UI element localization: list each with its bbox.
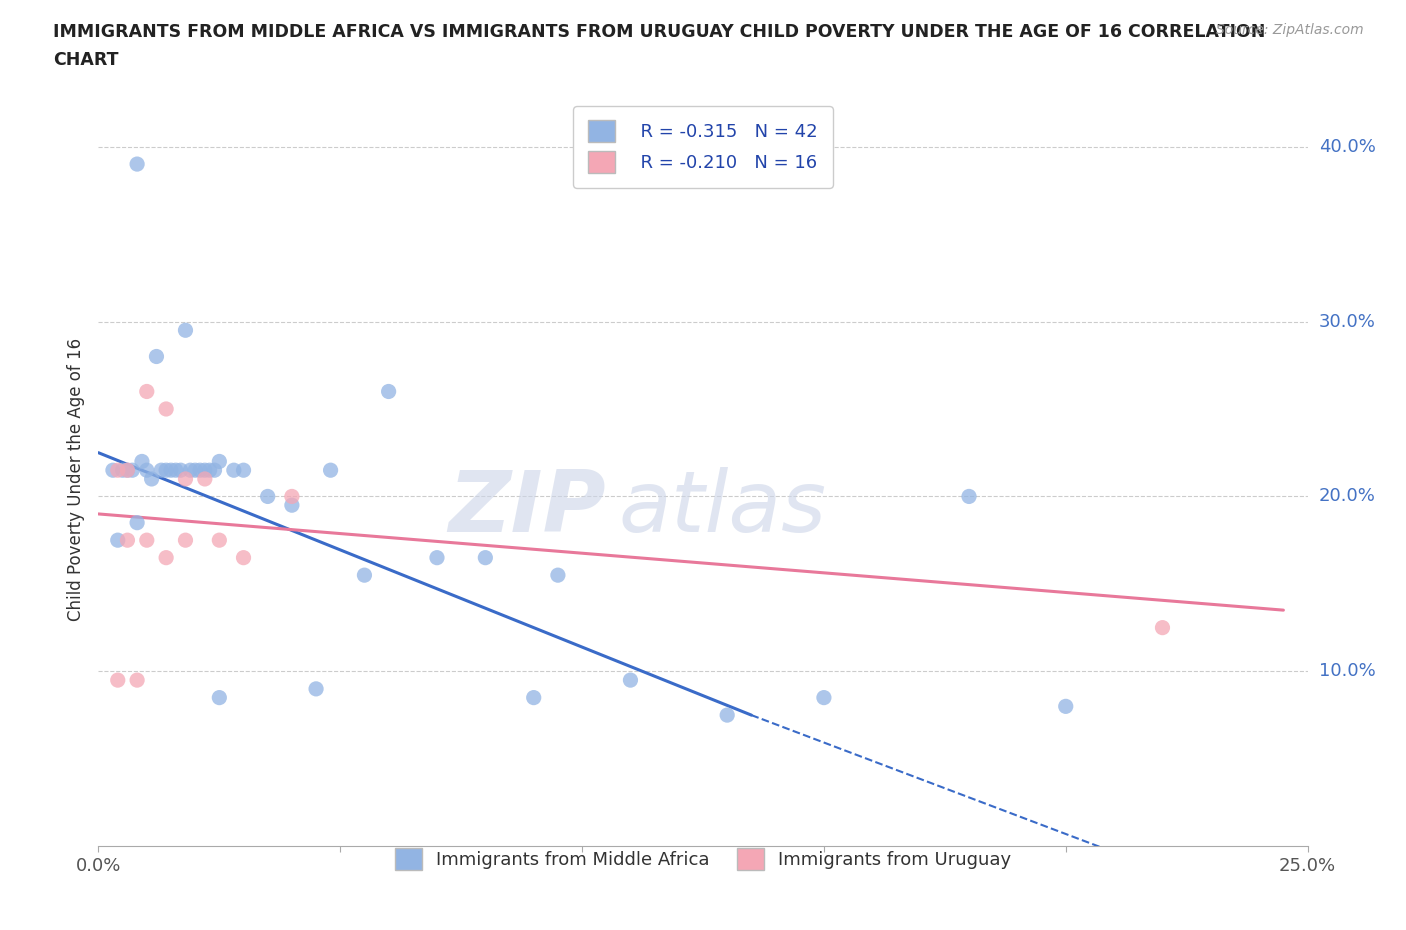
Point (117, 533, 139, 548)
Point (135, 463, 157, 478)
Point (319, 463, 342, 478)
Text: IMMIGRANTS FROM MIDDLE AFRICA VS IMMIGRANTS FROM URUGUAY CHILD POVERTY UNDER THE: IMMIGRANTS FROM MIDDLE AFRICA VS IMMIGRA… (53, 23, 1265, 41)
Point (127, 515, 149, 530)
Point (101, 463, 124, 478)
Point (716, 708, 738, 723)
Point (117, 463, 139, 478)
Point (194, 472, 217, 486)
Point (169, 463, 191, 478)
Point (155, 551, 177, 565)
Point (813, 690, 835, 705)
Point (256, 489, 278, 504)
Point (377, 384, 399, 399)
Point (1152, 620, 1174, 635)
Point (474, 551, 496, 565)
Point (107, 533, 129, 548)
Point (165, 463, 187, 478)
Point (111, 463, 134, 478)
Point (198, 463, 221, 478)
Text: 40.0%: 40.0% (1319, 138, 1375, 155)
Point (547, 567, 569, 582)
Point (131, 454, 153, 469)
Point (117, 463, 139, 478)
Point (957, 489, 980, 504)
Point (107, 463, 129, 478)
Text: Source: ZipAtlas.com: Source: ZipAtlas.com (1216, 23, 1364, 37)
Point (179, 463, 201, 478)
Point (184, 463, 207, 478)
Point (155, 402, 177, 417)
Point (353, 567, 375, 582)
Point (208, 533, 231, 548)
Point (194, 463, 217, 478)
Point (232, 463, 254, 478)
Point (1054, 699, 1077, 714)
Point (222, 463, 245, 478)
Point (127, 156, 149, 171)
Point (135, 533, 157, 548)
Point (188, 463, 211, 478)
Point (127, 672, 149, 687)
Point (141, 472, 163, 486)
Point (135, 384, 157, 399)
Point (160, 463, 183, 478)
Point (232, 551, 254, 565)
Point (426, 551, 449, 565)
Legend: Immigrants from Middle Africa, Immigrants from Uruguay: Immigrants from Middle Africa, Immigrant… (388, 842, 1018, 878)
Point (174, 533, 197, 548)
Point (121, 463, 143, 478)
Point (523, 690, 546, 705)
Text: ZIP: ZIP (449, 467, 606, 550)
Point (107, 672, 129, 687)
Text: 30.0%: 30.0% (1319, 312, 1375, 330)
Point (150, 463, 173, 478)
Y-axis label: Child Poverty Under the Age of 16: Child Poverty Under the Age of 16 (66, 338, 84, 620)
Text: 20.0%: 20.0% (1319, 487, 1375, 505)
Point (619, 672, 641, 687)
Point (204, 463, 226, 478)
Point (281, 489, 304, 504)
Point (155, 463, 177, 478)
Point (174, 323, 197, 338)
Point (305, 682, 328, 697)
Point (174, 472, 197, 486)
Text: atlas: atlas (619, 467, 827, 550)
Point (208, 690, 231, 705)
Point (145, 349, 167, 364)
Text: CHART: CHART (53, 51, 120, 69)
Point (281, 498, 304, 512)
Text: 10.0%: 10.0% (1319, 662, 1375, 681)
Point (208, 454, 231, 469)
